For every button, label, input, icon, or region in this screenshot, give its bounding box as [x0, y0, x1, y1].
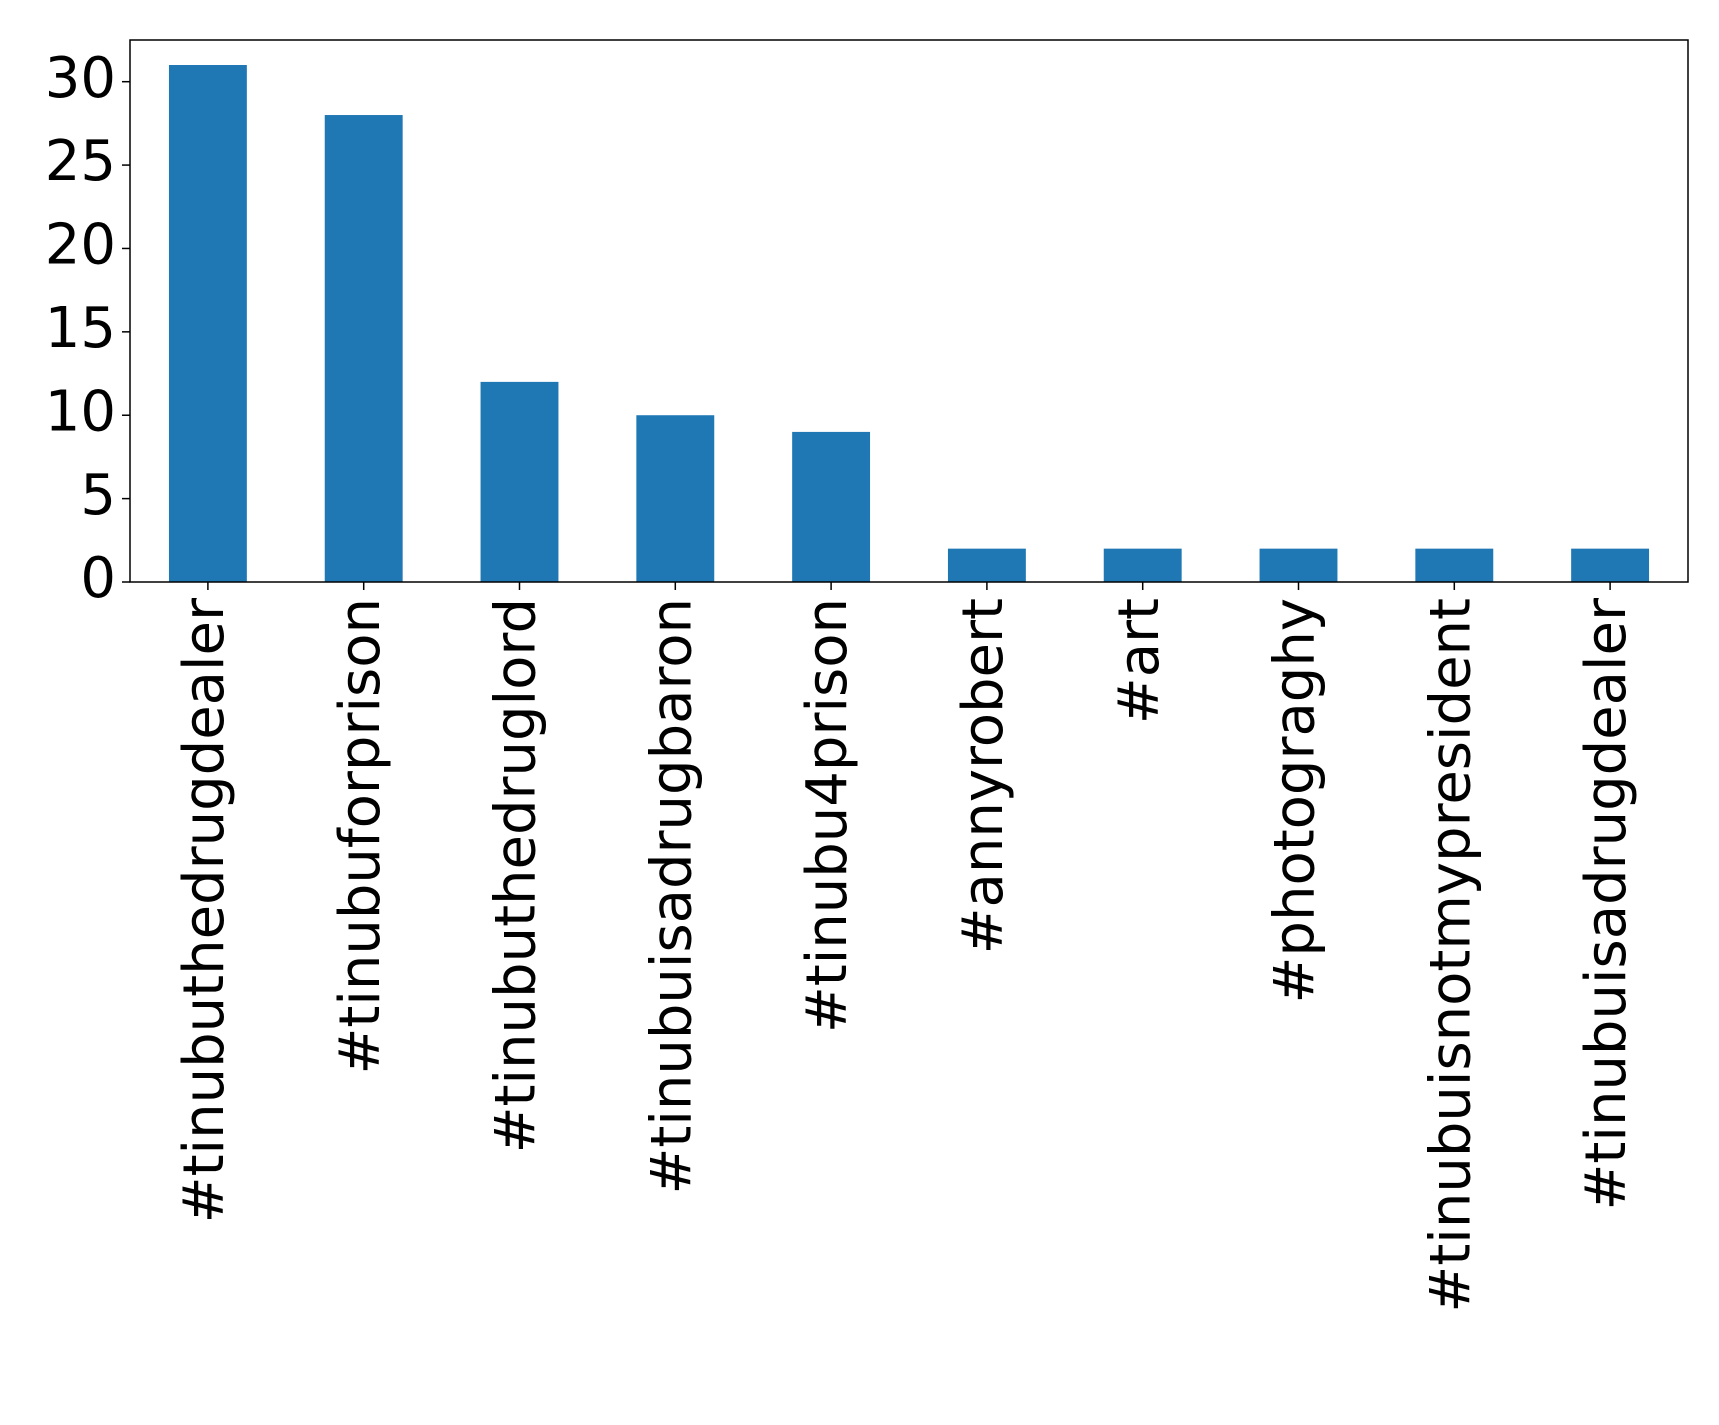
bar [168, 65, 247, 582]
bar [1415, 548, 1494, 582]
x-tick-label: #tinubuthedrugdealer [172, 597, 237, 1223]
y-tick-label: 5 [80, 463, 116, 528]
bar [792, 431, 871, 582]
bars-group [168, 65, 1650, 583]
plot-frame [129, 39, 1689, 583]
y-tick-label: 30 [45, 46, 116, 111]
y-tick-label: 20 [45, 213, 116, 278]
x-tick-label: #tinubuisadrugbaron [639, 598, 704, 1195]
x-tick-label: #tinubuthedruglord [484, 598, 549, 1153]
x-tick-label: #tinubuisadrugdealer [1574, 597, 1639, 1210]
y-axis: 0 5 10 15 20 25 30 [45, 46, 130, 611]
x-tick-label: #tinubuisnotmypresident [1418, 598, 1483, 1313]
y-tick-label: 10 [45, 379, 116, 444]
x-tick-label: #annyrobert [951, 598, 1016, 954]
x-tick-label: #tinubu4prison [795, 598, 860, 1033]
x-tick-label: #art [1107, 598, 1172, 724]
x-tick-label: #photograghy [1263, 598, 1328, 1004]
bar [324, 115, 403, 583]
bar [1103, 548, 1182, 582]
y-tick-label: 15 [45, 296, 116, 361]
y-tick-label: 0 [80, 546, 116, 611]
bar [947, 548, 1026, 582]
bar [480, 381, 559, 582]
bar [1571, 548, 1650, 582]
y-tick-label: 25 [45, 129, 116, 194]
bar [636, 415, 715, 582]
bar [1259, 548, 1338, 582]
x-tick-label: #tinubuforprison [328, 598, 393, 1075]
x-axis: #tinubuthedrugdealer #tinubuforprison #tin… [172, 582, 1639, 1313]
